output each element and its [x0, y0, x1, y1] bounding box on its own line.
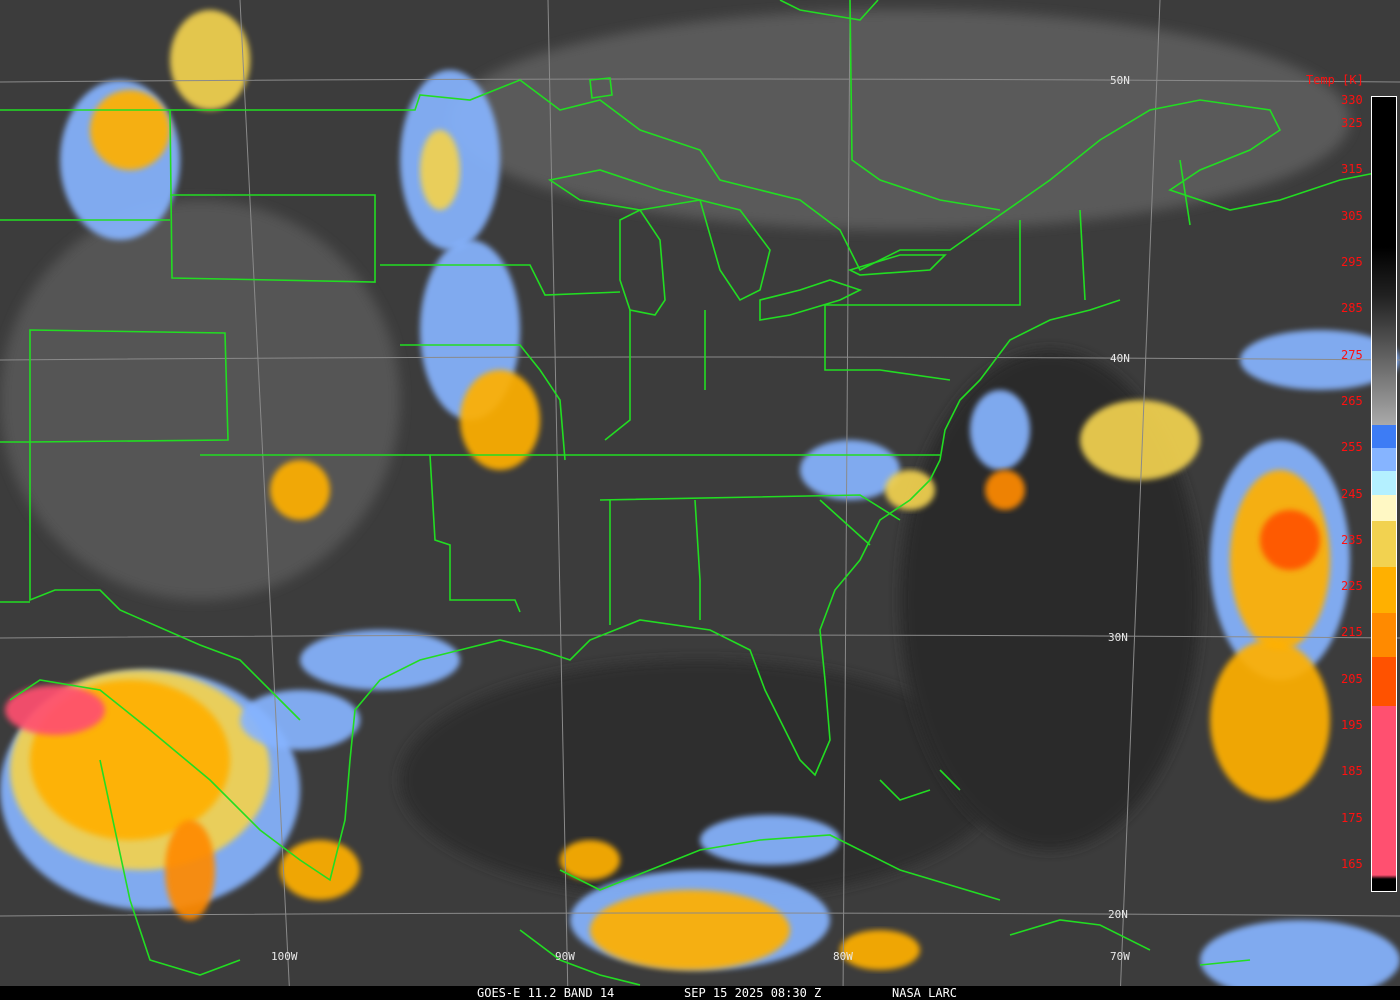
- cloud-blob: [280, 840, 360, 900]
- cloud-blob: [1080, 400, 1200, 480]
- cloud-blob: [5, 685, 105, 735]
- cloud-blob: [560, 840, 620, 880]
- caption-product: GOES-E 11.2 BAND 14: [477, 986, 615, 1000]
- cloud-blob: [885, 470, 935, 510]
- cloud-blob: [460, 370, 540, 470]
- cloud-blob: [970, 390, 1030, 470]
- lon-label-80w: 80W: [833, 950, 853, 963]
- cloud-blob: [1200, 920, 1400, 1000]
- colorbar-tick: 305: [1341, 208, 1363, 223]
- cloud-blob: [170, 10, 250, 110]
- temperature-colorbar: [1371, 96, 1397, 892]
- colorbar-tick: 245: [1341, 486, 1363, 501]
- colorbar-tick: 330: [1341, 93, 1363, 107]
- cloud-blob: [165, 820, 215, 920]
- cloud-blob: [270, 460, 330, 520]
- caption-source: NASA LARC: [892, 986, 958, 1000]
- cloud-blob: [300, 630, 460, 690]
- colorbar-tick: 205: [1341, 671, 1363, 686]
- lat-label-50n: 50N: [1110, 74, 1130, 87]
- colorbar-tick: 295: [1341, 255, 1363, 270]
- cloud-blob: [800, 440, 900, 500]
- cloud-blob: [1210, 640, 1330, 800]
- cloud-blob: [840, 930, 920, 970]
- colorbar-tick: 175: [1341, 810, 1363, 825]
- colorbar-tick: 325: [1341, 116, 1363, 131]
- lon-label-90w: 90W: [555, 950, 575, 963]
- cloud-blob: [985, 470, 1025, 510]
- cloud-blob: [90, 90, 170, 170]
- colorbar-tick: 165: [1341, 856, 1363, 871]
- colorbar-tick: 265: [1341, 393, 1363, 408]
- colorbar-tick: 225: [1341, 579, 1363, 594]
- colorbar-tick: 185: [1341, 764, 1363, 779]
- lat-label-40n: 40N: [1110, 352, 1130, 365]
- cloud-blob: [420, 130, 460, 210]
- colorbar-tick: 315: [1341, 162, 1363, 177]
- colorbar-tick: 195: [1341, 718, 1363, 733]
- colorbar-tick: 275: [1341, 347, 1363, 362]
- colorbar-tick: 235: [1341, 532, 1363, 547]
- colorbar-tick: 285: [1341, 301, 1363, 316]
- lat-label-30n: 30N: [1108, 631, 1128, 644]
- cloud-blob: [1260, 510, 1320, 570]
- colorbar-title: Temp [K]: [1306, 73, 1364, 87]
- lon-label-70w: 70W: [1110, 950, 1130, 963]
- colorbar-tick: 255: [1341, 440, 1363, 455]
- cloud-blob: [1240, 330, 1400, 390]
- lon-label-100w: 100W: [271, 950, 298, 963]
- image-caption: GOES-E 11.2 BAND 14 SEP 15 2025 08:30 Z …: [0, 986, 1400, 1000]
- colorbar-tick: 215: [1341, 625, 1363, 640]
- caption-datetime: SEP 15 2025 08:30 Z: [684, 986, 822, 1000]
- political-boundaries: [0, 0, 1391, 986]
- lat-label-20n: 20N: [1108, 908, 1128, 921]
- cloud-blob: [590, 890, 790, 970]
